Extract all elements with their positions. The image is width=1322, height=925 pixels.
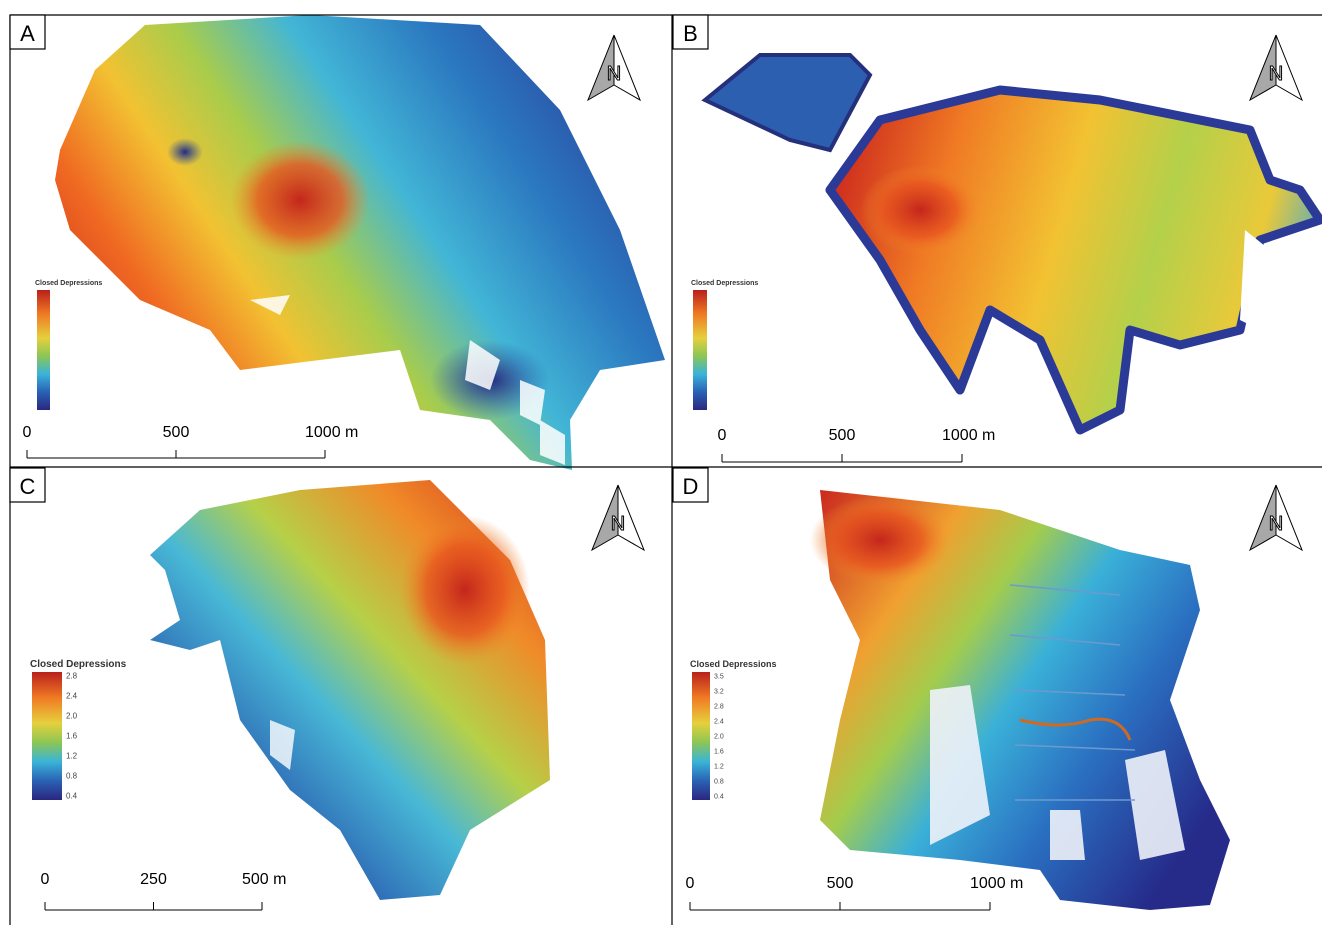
panel-label: D — [683, 474, 699, 499]
legend-tick-label: 3.5 — [714, 673, 724, 680]
scale-label: 1000 m — [305, 424, 358, 441]
panel-label: C — [20, 474, 36, 499]
scale-label: 0 — [23, 424, 32, 441]
north-label: N — [1269, 513, 1283, 535]
legend-tick-label: 1.6 — [714, 748, 724, 755]
scale-label: 500 — [827, 875, 854, 892]
legend-tick-label: 0.8 — [714, 778, 724, 785]
map-c — [150, 480, 550, 900]
legend-tick-label: 2.0 — [714, 733, 724, 740]
legend-title: Closed Depressions — [691, 280, 758, 287]
legend-tick-label: 2.8 — [714, 703, 724, 710]
north-label: N — [607, 63, 621, 85]
map-d — [810, 490, 1230, 910]
legend-title: Closed Depressions — [30, 659, 127, 670]
legend-title: Closed Depressions — [35, 280, 102, 287]
map-a — [55, 15, 665, 470]
legend-tick-label: 2.4 — [714, 718, 724, 725]
legend-tick-label: 2.4 — [66, 692, 78, 701]
scale-label: 500 — [829, 427, 856, 444]
figure: A N 0 500 1000 m Closed Depressions B N 0 500 1000… — [0, 0, 1322, 925]
legend-bar — [693, 290, 707, 410]
legend-tick-label: 3.2 — [714, 688, 724, 695]
panel-label: B — [683, 21, 698, 46]
legend-bar — [32, 672, 62, 800]
scale-label: 500 m — [242, 871, 286, 888]
scale-label: 250 — [140, 871, 167, 888]
scale-label: 1000 m — [942, 427, 995, 444]
legend-bar — [37, 290, 50, 410]
legend-tick-label: 1.2 — [714, 763, 724, 770]
scale-label: 0 — [718, 427, 727, 444]
legend-tick-label: 1.6 — [66, 732, 78, 741]
panel-label: A — [20, 21, 35, 46]
map-b — [705, 55, 1320, 430]
scale-label: 500 — [163, 424, 190, 441]
scale-label: 0 — [41, 871, 50, 888]
page: A N 0 500 1000 m Closed Depressions B N 0 500 1000… — [0, 0, 1322, 925]
north-label: N — [611, 513, 625, 535]
scale-label: 0 — [686, 875, 695, 892]
legend-tick-label: 1.2 — [66, 752, 78, 761]
legend-tick-label: 0.8 — [66, 772, 78, 781]
legend-tick-label: 2.0 — [66, 712, 78, 721]
north-label: N — [1269, 63, 1283, 85]
legend-title: Closed Depressions — [690, 659, 777, 669]
legend-tick-label: 0.4 — [66, 792, 78, 801]
scale-label: 1000 m — [970, 875, 1023, 892]
legend-tick-label: 2.8 — [66, 672, 78, 681]
legend-tick-label: 0.4 — [714, 793, 724, 800]
legend-bar — [692, 672, 710, 800]
